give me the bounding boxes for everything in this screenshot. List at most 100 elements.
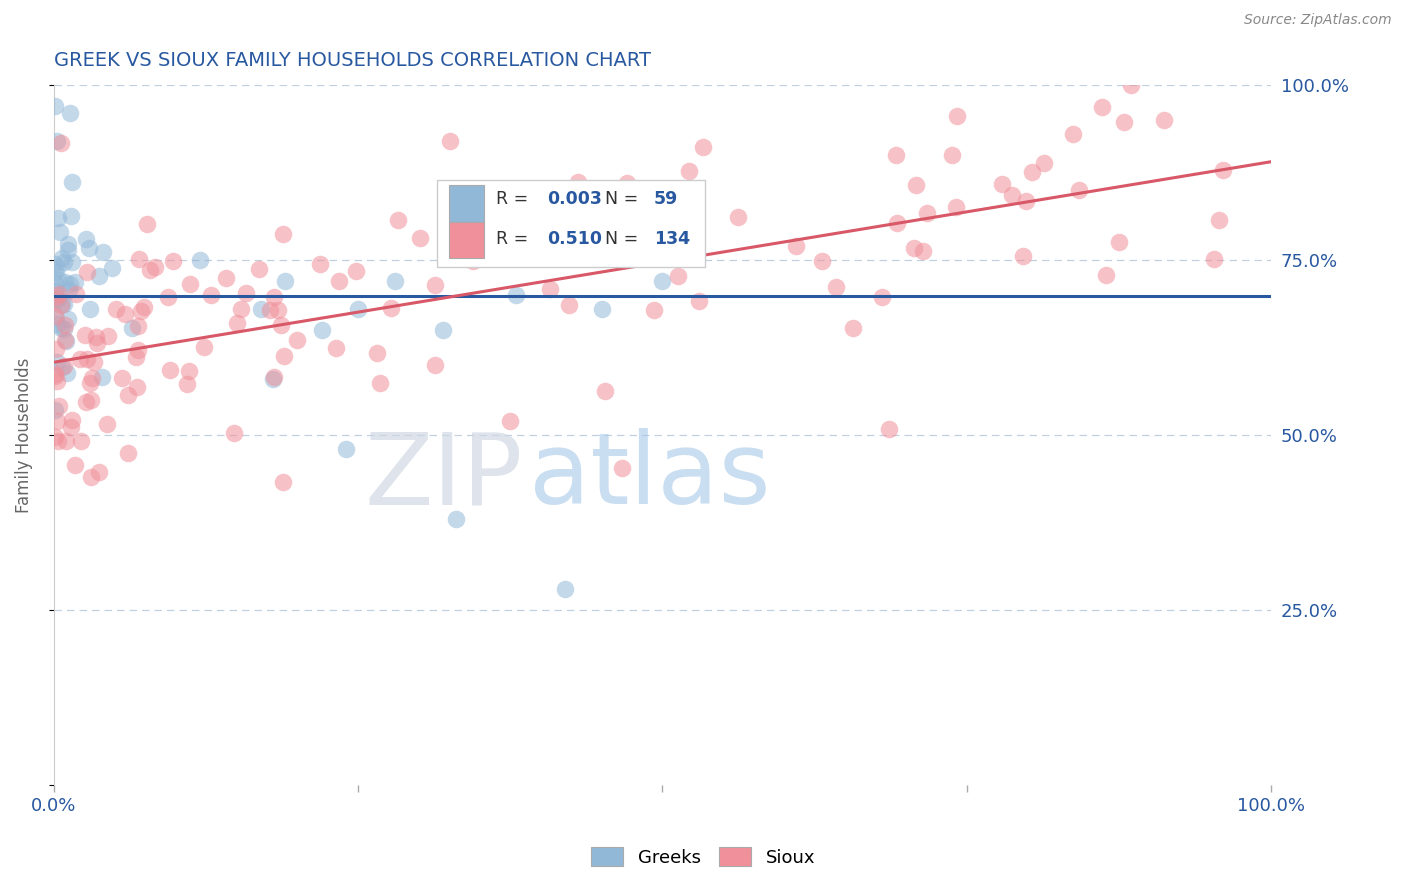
Point: [59, 106, 82, 120]
Point: [325, 342, 347, 356]
Point: [643, 303, 665, 318]
Point: [52, 359, 75, 373]
Point: [157, 290, 180, 304]
Point: [121, 320, 143, 334]
Point: [46, 134, 69, 148]
Point: [877, 422, 900, 436]
Point: [55, 434, 77, 449]
Point: [128, 252, 150, 267]
Point: [380, 301, 402, 315]
Point: [499, 414, 522, 428]
Point: [58, 236, 80, 251]
Point: [159, 363, 181, 377]
Point: [46, 415, 69, 429]
Point: [136, 217, 159, 231]
Point: [941, 148, 963, 162]
Point: [101, 260, 124, 275]
Point: [46, 211, 69, 226]
Point: [51, 298, 73, 312]
Point: [1021, 165, 1043, 179]
Point: [125, 380, 148, 394]
Text: R =: R =: [496, 230, 533, 248]
Point: [688, 294, 710, 309]
Point: [616, 176, 638, 190]
Point: [274, 274, 297, 288]
Point: [387, 213, 409, 227]
Point: [1015, 194, 1038, 209]
Point: [911, 244, 934, 259]
Point: [425, 278, 447, 293]
Point: [127, 318, 149, 333]
Point: [226, 316, 249, 330]
Point: [335, 442, 357, 456]
Point: [347, 301, 370, 316]
Text: 0.003: 0.003: [547, 190, 602, 208]
Point: [450, 240, 472, 254]
Point: [215, 270, 238, 285]
Text: Source: ZipAtlas.com: Source: ZipAtlas.com: [1244, 13, 1392, 28]
Point: [44, 367, 66, 381]
Text: ZIP: ZIP: [364, 428, 523, 525]
Point: [44, 402, 66, 417]
Point: [235, 286, 257, 301]
Point: [56, 367, 79, 381]
Point: [60, 255, 83, 269]
Point: [56, 243, 79, 257]
Point: [58, 283, 80, 297]
Point: [179, 277, 201, 291]
Point: [785, 239, 807, 253]
Point: [842, 320, 865, 334]
Point: [1212, 163, 1234, 178]
Point: [59, 277, 82, 292]
Point: [79, 392, 101, 407]
Point: [461, 254, 484, 268]
Point: [143, 260, 166, 275]
Text: atlas: atlas: [529, 428, 770, 525]
Point: [651, 274, 673, 288]
Text: R =: R =: [496, 190, 533, 208]
Point: [425, 359, 447, 373]
Point: [44, 309, 66, 323]
Point: [51, 297, 73, 311]
Point: [56, 312, 79, 326]
Point: [45, 354, 67, 368]
Text: N =: N =: [605, 190, 644, 208]
Point: [75, 395, 97, 409]
Text: GREEK VS SIOUX FAMILY HOUSEHOLDS CORRELATION CHART: GREEK VS SIOUX FAMILY HOUSEHOLDS CORRELA…: [53, 51, 651, 70]
Point: [249, 301, 271, 316]
Point: [48, 273, 70, 287]
Point: [945, 200, 967, 214]
Point: [308, 257, 330, 271]
Point: [75, 328, 97, 343]
Point: [1208, 212, 1230, 227]
Point: [692, 140, 714, 154]
Point: [79, 469, 101, 483]
Point: [125, 350, 148, 364]
Point: [247, 262, 270, 277]
Point: [46, 434, 69, 448]
Point: [46, 317, 69, 331]
Point: [444, 512, 467, 526]
Point: [593, 384, 616, 398]
Point: [193, 340, 215, 354]
Point: [65, 287, 87, 301]
Point: [811, 253, 834, 268]
Point: [727, 211, 749, 225]
Point: [49, 225, 72, 239]
Point: [48, 287, 70, 301]
Point: [44, 284, 66, 298]
Point: [69, 352, 91, 367]
Point: [311, 323, 333, 337]
Point: [63, 276, 86, 290]
Point: [60, 210, 83, 224]
Point: [162, 254, 184, 268]
Point: [200, 288, 222, 302]
Point: [366, 346, 388, 360]
Point: [567, 175, 589, 189]
Point: [53, 333, 76, 347]
Point: [44, 257, 66, 271]
Point: [111, 371, 134, 385]
Point: [45, 290, 67, 304]
Point: [84, 330, 107, 344]
Point: [139, 262, 162, 277]
